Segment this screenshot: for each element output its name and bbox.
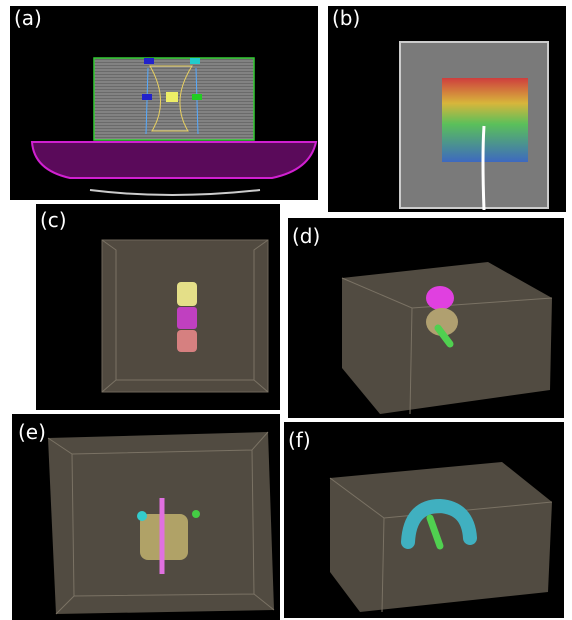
panel-label: (b) [332, 6, 360, 30]
sphere [426, 286, 454, 310]
cylinder [177, 307, 197, 329]
panel-a: (a) [10, 6, 318, 200]
marker [192, 94, 202, 100]
panel-c: (c) [36, 204, 280, 410]
panel-label: (e) [18, 420, 46, 444]
cylinder [177, 330, 197, 352]
figure: (a) (b) (c) (d) (e) (f) (() => { const d… [0, 0, 572, 620]
panel-b: (b) [328, 6, 566, 212]
applicator [483, 126, 484, 210]
panel-label: (f) [288, 428, 311, 452]
panel-e: (e) [12, 414, 280, 620]
marker [190, 58, 200, 64]
marker [166, 92, 178, 102]
marker [137, 511, 147, 521]
panel-f: (f) [284, 422, 564, 618]
marker [144, 58, 154, 64]
marker [142, 94, 152, 100]
couch [32, 142, 316, 178]
panel-label: (c) [40, 208, 67, 232]
cylinder [177, 282, 197, 306]
panel-d: (d) [288, 218, 564, 418]
dose-wash [442, 78, 528, 162]
box [330, 462, 552, 612]
marker [192, 510, 200, 518]
panel-label: (a) [14, 6, 42, 30]
panel-label: (d) [292, 224, 320, 248]
